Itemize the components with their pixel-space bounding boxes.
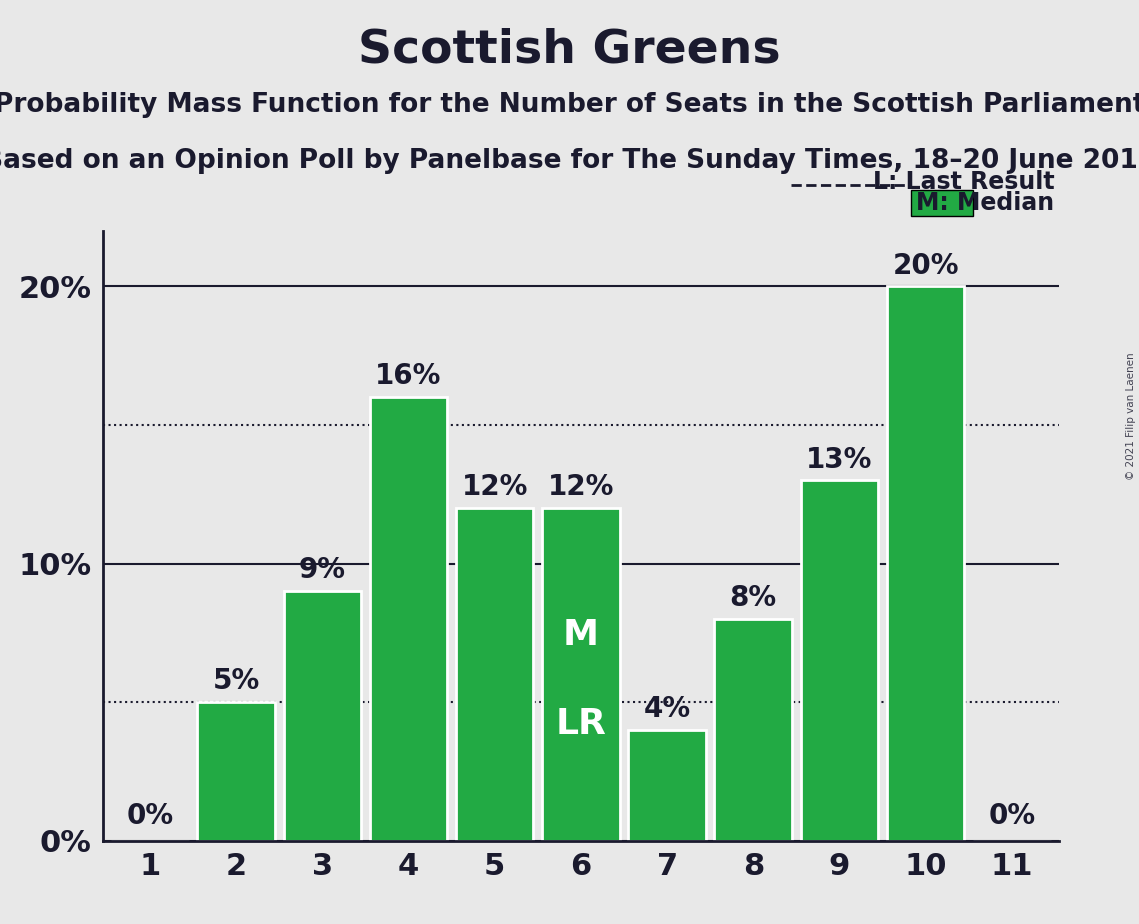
Text: 13%: 13% <box>806 445 872 473</box>
Text: 9%: 9% <box>298 556 346 585</box>
Bar <box>284 591 361 841</box>
Text: © 2021 Filip van Laenen: © 2021 Filip van Laenen <box>1126 352 1136 480</box>
FancyBboxPatch shape <box>911 190 973 216</box>
Text: 20%: 20% <box>893 251 959 279</box>
Text: Scottish Greens: Scottish Greens <box>358 28 781 73</box>
Text: 12%: 12% <box>548 473 614 501</box>
Text: 8%: 8% <box>730 584 777 612</box>
Bar <box>801 480 878 841</box>
Text: 12%: 12% <box>461 473 527 501</box>
Text: 0%: 0% <box>989 802 1035 830</box>
Text: M: M <box>563 617 599 651</box>
Text: 5%: 5% <box>213 667 260 696</box>
Bar <box>629 730 706 841</box>
Bar <box>542 508 620 841</box>
Text: 4%: 4% <box>644 695 690 723</box>
Text: 0%: 0% <box>126 802 173 830</box>
Text: Probability Mass Function for the Number of Seats in the Scottish Parliament: Probability Mass Function for the Number… <box>0 92 1139 118</box>
Text: Based on an Opinion Poll by Panelbase for The Sunday Times, 18–20 June 2019: Based on an Opinion Poll by Panelbase fo… <box>0 148 1139 174</box>
Point <box>205 806 219 817</box>
Bar <box>456 508 533 841</box>
Bar <box>714 619 792 841</box>
Bar <box>887 286 965 841</box>
Bar <box>197 702 274 841</box>
Text: L: Last Result: L: Last Result <box>872 170 1055 194</box>
Bar <box>370 397 448 841</box>
Text: M: Median: M: Median <box>917 191 1055 215</box>
Text: 16%: 16% <box>376 362 442 390</box>
Point <box>216 806 230 817</box>
Text: LR: LR <box>556 708 606 741</box>
